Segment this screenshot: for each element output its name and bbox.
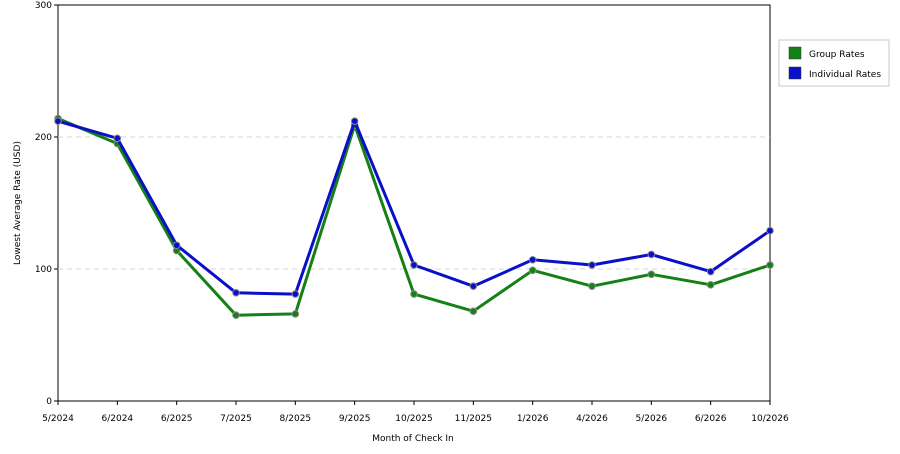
y-axis: 0 100 200 300 [35, 1, 58, 407]
legend-swatch-individual-rates [788, 66, 802, 80]
x-tick-label-10: 5/2026 [635, 414, 667, 424]
x-tick-label-1: 6/2024 [101, 414, 133, 424]
series-layer [54, 114, 774, 320]
plot-area [57, 4, 771, 402]
x-tick-label-4: 8/2025 [279, 414, 311, 424]
data-point-individual-rates-2 [172, 241, 181, 250]
x-tick-label-2: 6/2025 [161, 414, 193, 424]
data-point-individual-rates-11 [706, 267, 715, 276]
y-tick-label-0: 0 [46, 397, 52, 407]
y-tick-label-100: 100 [35, 265, 52, 275]
x-tick-label-9: 4/2026 [576, 414, 608, 424]
data-point-group-rates-4 [291, 310, 300, 318]
x-tick-label-8: 1/2026 [517, 414, 549, 424]
data-point-group-rates-10 [647, 270, 656, 279]
data-point-group-rates-7 [469, 307, 478, 316]
data-point-group-rates-9 [588, 282, 596, 290]
data-point-individual-rates-8 [528, 255, 537, 264]
y-tick-label-200: 200 [35, 133, 52, 143]
data-point-group-rates-8 [528, 266, 537, 275]
x-tick-label-0: 5/2024 [42, 414, 74, 424]
x-tick-label-6: 10/2025 [395, 414, 432, 424]
data-point-individual-rates-10 [647, 250, 656, 259]
data-point-individual-rates-4 [291, 290, 300, 298]
data-point-individual-rates-6 [410, 261, 418, 269]
x-axis: 5/2024 6/2024 6/2025 7/2025 8/2025 9/2025 10/2… [42, 401, 789, 424]
legend-swatch-group-rates [788, 46, 802, 60]
data-point-individual-rates-12 [766, 226, 774, 235]
data-point-group-rates-3 [232, 311, 240, 320]
x-tick-label-11: 6/2026 [695, 414, 727, 424]
grid-lines [58, 136, 770, 270]
legend-label-group-rates: Group Rates [809, 50, 865, 60]
x-tick-label-5: 9/2025 [339, 414, 371, 424]
x-tick-label-12: 10/2026 [751, 414, 789, 424]
legend: Group Rates Individual Rates [778, 39, 890, 87]
x-axis-title: Month of Check In [372, 434, 454, 444]
x-tick-label-7: 11/2025 [455, 414, 492, 424]
data-point-individual-rates-9 [588, 261, 596, 269]
data-point-group-rates-12 [766, 261, 774, 269]
y-tick-label-300: 300 [35, 1, 52, 11]
data-point-group-rates-6 [410, 290, 418, 298]
data-point-individual-rates-0 [54, 117, 62, 125]
data-point-individual-rates-1 [113, 134, 122, 143]
data-point-individual-rates-7 [469, 282, 478, 290]
y-axis-title: Lowest Average Rate (USD) [13, 141, 23, 265]
x-tick-label-3: 7/2025 [220, 414, 252, 424]
data-point-individual-rates-5 [350, 117, 359, 125]
data-point-group-rates-11 [706, 281, 715, 289]
data-point-individual-rates-3 [232, 288, 240, 297]
legend-label-individual-rates: Individual Rates [809, 70, 881, 80]
